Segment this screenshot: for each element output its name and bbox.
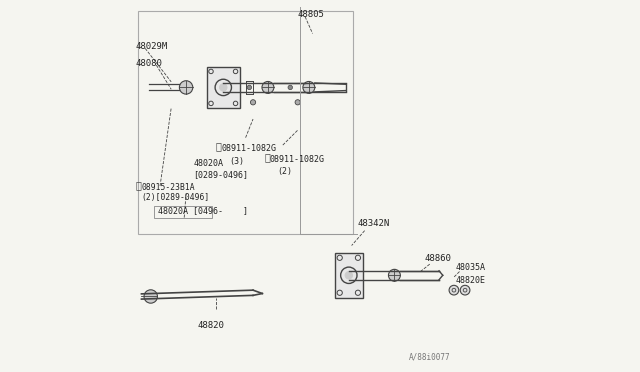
FancyBboxPatch shape <box>207 67 240 108</box>
Circle shape <box>179 81 193 94</box>
Text: 48860: 48860 <box>424 254 451 263</box>
Circle shape <box>220 84 227 91</box>
Bar <box>154 206 212 218</box>
Circle shape <box>288 85 292 90</box>
Text: 48820: 48820 <box>197 321 224 330</box>
Text: Ⓝ: Ⓝ <box>264 152 270 162</box>
Text: (3): (3) <box>229 157 244 166</box>
Text: 48342N: 48342N <box>357 219 390 228</box>
Text: 48805: 48805 <box>298 10 324 19</box>
Circle shape <box>388 269 401 281</box>
Text: 08911-1082G: 08911-1082G <box>221 144 276 153</box>
Text: A/88i0077: A/88i0077 <box>410 353 451 362</box>
FancyBboxPatch shape <box>335 253 363 298</box>
Text: 48020A [0496-    ]: 48020A [0496- ] <box>158 206 248 215</box>
Circle shape <box>295 100 300 105</box>
Circle shape <box>345 272 353 279</box>
Text: 08911-1082G: 08911-1082G <box>270 155 324 164</box>
Text: 48020A: 48020A <box>193 159 223 168</box>
Circle shape <box>303 81 315 93</box>
Circle shape <box>449 285 459 295</box>
Text: 48820E: 48820E <box>456 276 486 285</box>
Text: 48035A: 48035A <box>456 263 486 272</box>
Circle shape <box>460 285 470 295</box>
Text: 08915-23B1A: 08915-23B1A <box>141 183 195 192</box>
Bar <box>138 11 353 234</box>
Circle shape <box>247 85 252 90</box>
Text: (2): (2) <box>277 167 292 176</box>
Text: 48080: 48080 <box>136 59 163 68</box>
Text: Ⓝ: Ⓝ <box>216 141 221 151</box>
Text: [0289-0496]: [0289-0496] <box>193 170 248 179</box>
Circle shape <box>144 290 157 303</box>
Text: Ⓥ: Ⓥ <box>136 180 141 190</box>
Circle shape <box>250 100 255 105</box>
Circle shape <box>262 81 274 93</box>
Text: 48029M: 48029M <box>136 42 168 51</box>
Text: (2)[0289-0496]: (2)[0289-0496] <box>141 193 210 202</box>
